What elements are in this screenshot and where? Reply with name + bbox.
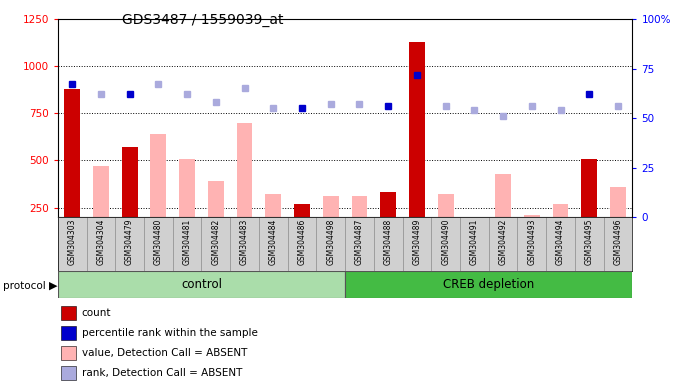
Text: GSM304484: GSM304484 bbox=[269, 218, 277, 265]
Bar bbox=[403, 217, 431, 271]
Bar bbox=[180, 159, 195, 217]
Bar bbox=[380, 192, 396, 217]
Bar bbox=[58, 271, 345, 298]
Bar bbox=[489, 217, 517, 271]
Bar bbox=[173, 217, 201, 271]
Text: GSM304493: GSM304493 bbox=[528, 218, 537, 265]
Bar bbox=[208, 181, 224, 217]
Bar bbox=[294, 204, 310, 217]
Text: GDS3487 / 1559039_at: GDS3487 / 1559039_at bbox=[122, 13, 284, 27]
Bar bbox=[230, 217, 259, 271]
Text: percentile rank within the sample: percentile rank within the sample bbox=[82, 328, 258, 338]
Text: GSM304498: GSM304498 bbox=[326, 218, 335, 265]
Text: GSM304304: GSM304304 bbox=[97, 218, 105, 265]
Text: rank, Detection Call = ABSENT: rank, Detection Call = ABSENT bbox=[82, 368, 242, 378]
Text: ▶: ▶ bbox=[49, 281, 57, 291]
Bar bbox=[460, 217, 489, 271]
Text: CREB depletion: CREB depletion bbox=[443, 278, 534, 291]
Text: GSM304487: GSM304487 bbox=[355, 218, 364, 265]
Text: GSM304496: GSM304496 bbox=[613, 218, 622, 265]
Bar bbox=[517, 217, 546, 271]
Text: GSM304490: GSM304490 bbox=[441, 218, 450, 265]
Bar bbox=[323, 196, 339, 217]
Text: GSM304303: GSM304303 bbox=[68, 218, 77, 265]
Text: value, Detection Call = ABSENT: value, Detection Call = ABSENT bbox=[82, 348, 247, 358]
Text: GSM304494: GSM304494 bbox=[556, 218, 565, 265]
Text: GSM304479: GSM304479 bbox=[125, 218, 134, 265]
Bar bbox=[466, 217, 482, 245]
Text: GSM304489: GSM304489 bbox=[413, 218, 422, 265]
Bar bbox=[288, 217, 316, 271]
Bar bbox=[150, 134, 166, 217]
Bar bbox=[237, 123, 252, 217]
Text: GSM304488: GSM304488 bbox=[384, 218, 392, 265]
Bar bbox=[610, 187, 626, 217]
Bar bbox=[352, 196, 367, 217]
Text: GSM304483: GSM304483 bbox=[240, 218, 249, 265]
Bar bbox=[581, 159, 597, 217]
Bar bbox=[438, 194, 454, 217]
Bar bbox=[604, 217, 632, 271]
Bar bbox=[575, 217, 604, 271]
Bar bbox=[58, 217, 86, 271]
Bar bbox=[524, 215, 540, 217]
Text: count: count bbox=[82, 308, 111, 318]
Bar bbox=[345, 217, 374, 271]
Text: GSM304481: GSM304481 bbox=[183, 218, 192, 265]
Bar bbox=[116, 217, 144, 271]
Text: control: control bbox=[181, 278, 222, 291]
Bar bbox=[409, 42, 425, 217]
Bar bbox=[546, 217, 575, 271]
Text: GSM304482: GSM304482 bbox=[211, 218, 220, 265]
Bar bbox=[431, 217, 460, 271]
Bar bbox=[144, 217, 173, 271]
Text: GSM304495: GSM304495 bbox=[585, 218, 594, 265]
Text: GSM304491: GSM304491 bbox=[470, 218, 479, 265]
Bar bbox=[65, 89, 80, 217]
Bar bbox=[553, 204, 568, 217]
Bar bbox=[122, 147, 137, 217]
Bar bbox=[374, 217, 403, 271]
Bar bbox=[86, 217, 116, 271]
Bar bbox=[345, 271, 632, 298]
Text: GSM304480: GSM304480 bbox=[154, 218, 163, 265]
Text: GSM304486: GSM304486 bbox=[298, 218, 307, 265]
Text: GSM304492: GSM304492 bbox=[498, 218, 507, 265]
Bar bbox=[495, 174, 511, 217]
Bar bbox=[259, 217, 288, 271]
Bar bbox=[93, 166, 109, 217]
Bar bbox=[265, 194, 281, 217]
Bar bbox=[201, 217, 231, 271]
Text: protocol: protocol bbox=[3, 281, 46, 291]
Bar bbox=[316, 217, 345, 271]
